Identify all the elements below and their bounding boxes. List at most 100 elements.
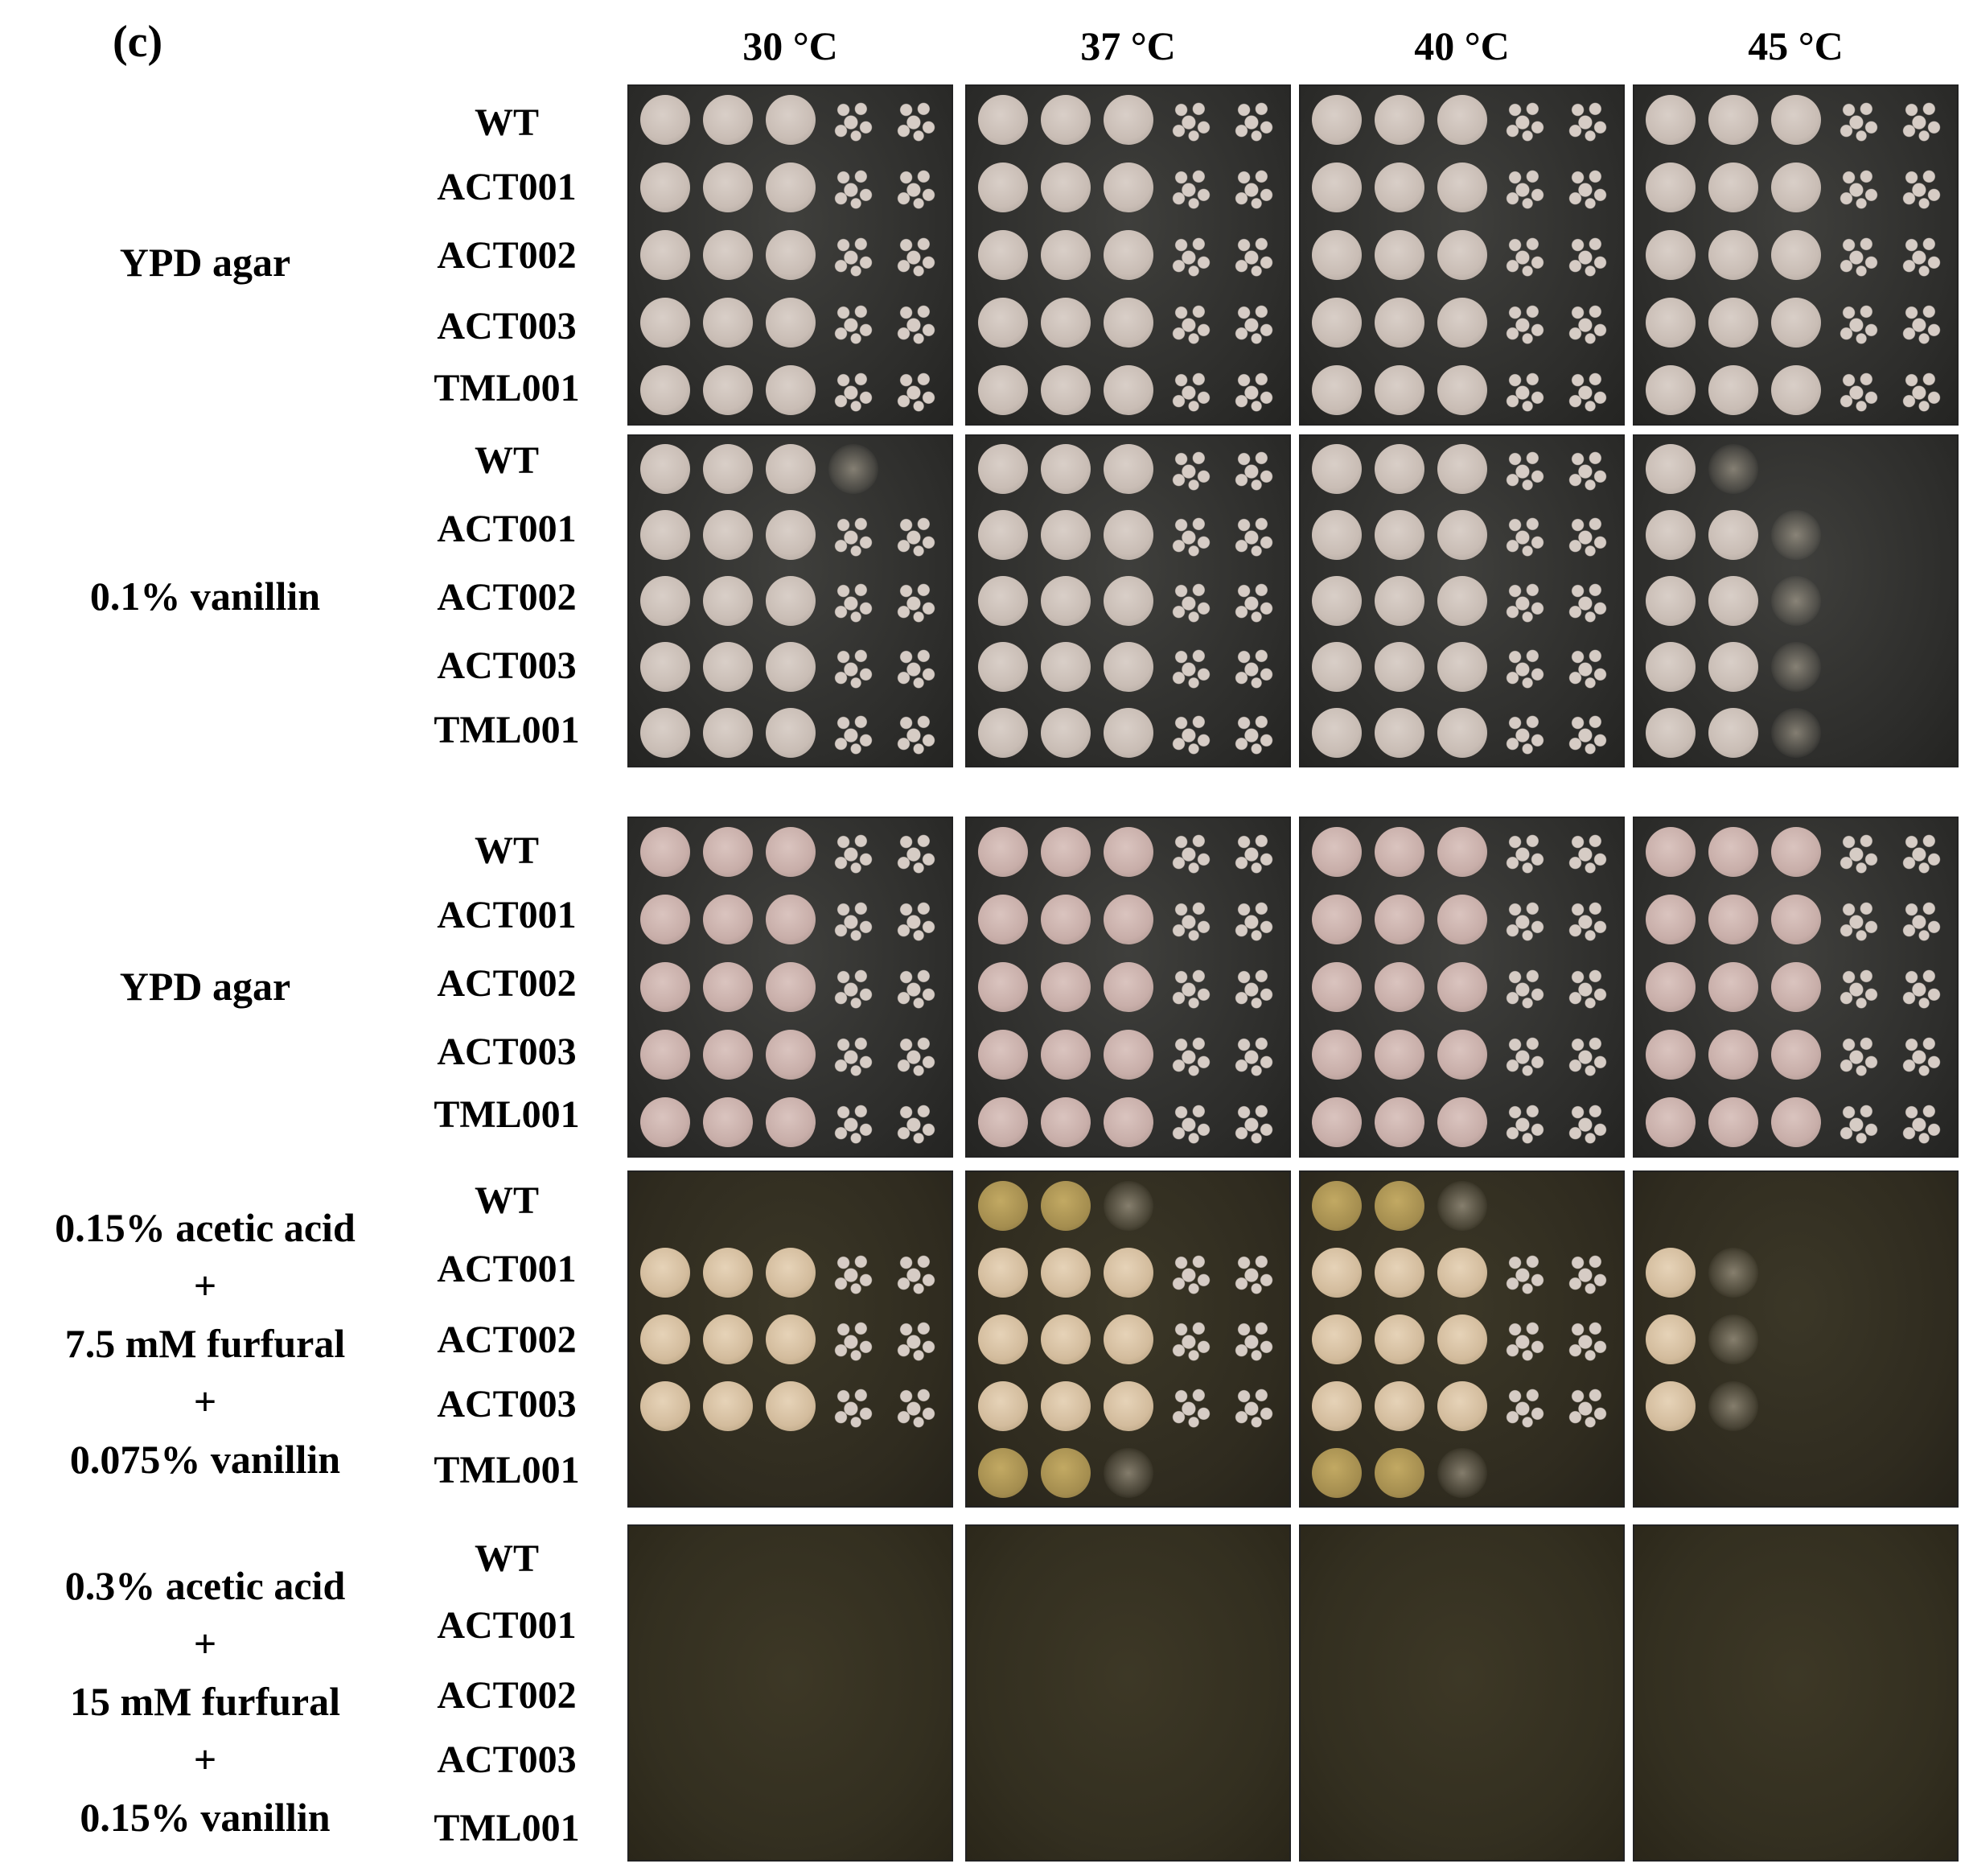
colony-spot [1166, 1097, 1216, 1147]
colony-spot [1771, 510, 1821, 560]
colony-spot [1897, 1097, 1946, 1147]
colony-spot [1166, 576, 1216, 626]
colony-spot [1646, 1380, 1696, 1431]
colony-spot [1312, 827, 1362, 877]
colony-spot [828, 827, 878, 877]
colony-spot [1646, 444, 1696, 494]
colony-spot [1041, 962, 1091, 1012]
colony-spot [891, 95, 941, 145]
colony-spot [891, 1314, 941, 1364]
colony-spot [1104, 1380, 1153, 1431]
colony-spot [891, 827, 941, 877]
colony-spot [1166, 642, 1216, 692]
colony-spot [1771, 230, 1821, 280]
colony-spot [1500, 827, 1550, 877]
colony-spot [1312, 230, 1362, 280]
colony-spot [703, 163, 753, 212]
colony-spot [1375, 642, 1424, 692]
colony-spot [1437, 95, 1487, 145]
colony-spot [703, 1380, 753, 1431]
colony-spot [891, 576, 941, 626]
colony-spot [1041, 365, 1091, 415]
colony-spot [1500, 510, 1550, 560]
colony-spot [828, 95, 878, 145]
temperature-header: 40 °C [1414, 23, 1510, 68]
colony-spot [1646, 230, 1696, 280]
colony-spot [1834, 1097, 1884, 1147]
agar-plate [1299, 817, 1625, 1158]
colony-spot [1563, 510, 1613, 560]
colony-spot [703, 95, 753, 145]
colony-spot [703, 510, 753, 560]
colony-spot [978, 708, 1028, 758]
colony-spot [1104, 510, 1153, 560]
agar-plate [1633, 1170, 1959, 1508]
strain-label: WT [474, 101, 539, 144]
colony-spot [1312, 163, 1362, 212]
colony-spot [1312, 1097, 1362, 1147]
colony-spot [703, 642, 753, 692]
colony-spot [640, 827, 690, 877]
colony-spot [1104, 1314, 1153, 1364]
colony-spot [1166, 1314, 1216, 1364]
colony-spot [1708, 1314, 1758, 1364]
colony-spot [1375, 895, 1424, 944]
colony-spot [1500, 1247, 1550, 1298]
colony-spot [1897, 962, 1946, 1012]
condition-line: 15 mM furfural [69, 1679, 341, 1724]
colony-spot [1834, 365, 1884, 415]
colony-spot [1312, 510, 1362, 560]
strain-label: WT [474, 1179, 539, 1222]
colony-spot [1437, 1247, 1487, 1298]
colony-spot [1563, 365, 1613, 415]
colony-spot [1229, 365, 1279, 415]
colony-spot [1104, 576, 1153, 626]
colony-spot [640, 576, 690, 626]
colony-spot [1500, 1314, 1550, 1364]
strain-label: WT [474, 1537, 539, 1580]
colony-spot [703, 1247, 753, 1298]
colony-spot [1166, 1380, 1216, 1431]
colony-spot [1708, 1097, 1758, 1147]
colony-spot [1166, 95, 1216, 145]
colony-spot [1104, 95, 1153, 145]
temperature-header: 45 °C [1748, 23, 1844, 68]
strain-label: ACT001 [437, 1604, 577, 1647]
colony-spot [1834, 163, 1884, 212]
colony-spot [1166, 298, 1216, 348]
colony-spot [1375, 576, 1424, 626]
colony-spot [978, 962, 1028, 1012]
strain-label: TML001 [434, 367, 580, 409]
colony-spot [1041, 1247, 1091, 1298]
colony-spot [1312, 298, 1362, 348]
colony-spot [1104, 962, 1153, 1012]
temperature-header: 37 °C [1080, 23, 1176, 68]
colony-spot [703, 1030, 753, 1080]
temperature-header: 30 °C [742, 23, 838, 68]
colony-spot [1229, 962, 1279, 1012]
colony-spot [1104, 1447, 1153, 1498]
colony-spot [1229, 1097, 1279, 1147]
colony-spot [1897, 163, 1946, 212]
colony-spot [1563, 962, 1613, 1012]
agar-plate [1633, 1524, 1959, 1862]
strain-label: ACT001 [437, 166, 577, 208]
condition-line: + [193, 1379, 217, 1424]
colony-spot [766, 163, 816, 212]
condition-line: 0.15% vanillin [80, 1795, 331, 1840]
colony-spot [1771, 1097, 1821, 1147]
colony-spot [1041, 1180, 1091, 1231]
colony-spot [1708, 163, 1758, 212]
colony-spot [640, 444, 690, 494]
colony-spot [1229, 298, 1279, 348]
colony-spot [828, 230, 878, 280]
colony-spot [1437, 827, 1487, 877]
colony-spot [828, 1380, 878, 1431]
colony-spot [1500, 230, 1550, 280]
colony-spot [1312, 1380, 1362, 1431]
strain-label: ACT001 [437, 894, 577, 936]
colony-spot [1646, 1097, 1696, 1147]
colony-spot [1312, 365, 1362, 415]
colony-spot [766, 1380, 816, 1431]
colony-spot [1897, 95, 1946, 145]
